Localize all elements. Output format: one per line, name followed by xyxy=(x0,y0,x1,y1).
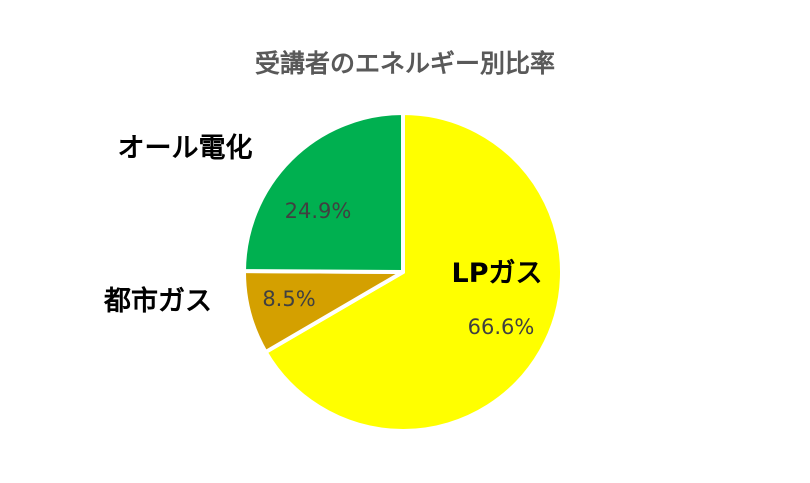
slice-all-electric xyxy=(242,111,405,274)
percentage-label: 24.9% xyxy=(285,199,352,223)
category-label: LPガス xyxy=(452,258,543,289)
category-label: オール電化 xyxy=(118,133,253,164)
category-label: 都市ガス xyxy=(103,285,212,317)
chart-title: 受講者のエネルギー別比率 xyxy=(255,49,555,78)
pie-labels: LPガス 66.6% 都市ガス 8.5% オール電化 24.9% xyxy=(103,133,543,339)
percentage-label: 66.6% xyxy=(468,315,535,339)
slice-lp-gas xyxy=(263,111,565,433)
pie-slices xyxy=(241,111,565,433)
percentage-label: 8.5% xyxy=(262,287,315,311)
